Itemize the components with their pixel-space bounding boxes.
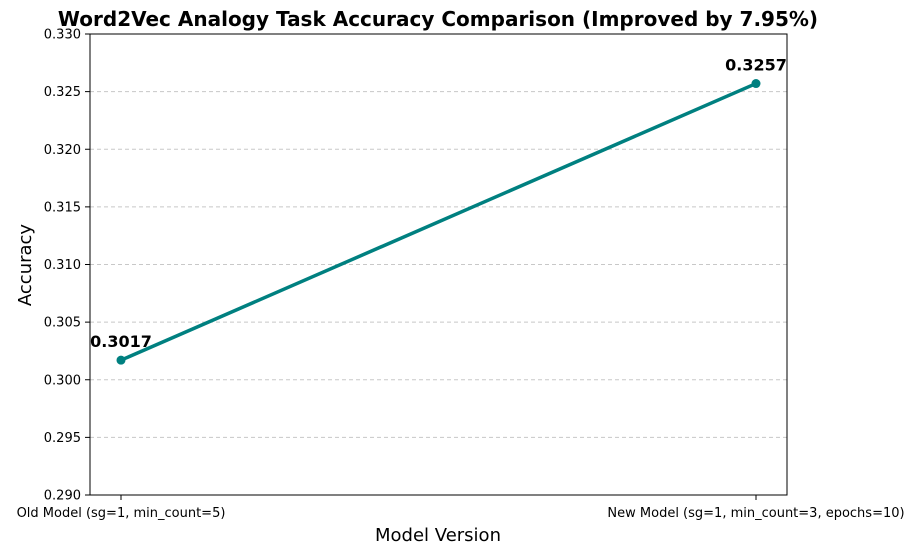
y-tick-label: 0.310 xyxy=(44,258,81,273)
series-layer: 0.3017 0.3257 xyxy=(90,56,787,365)
y-tick-label: 0.290 xyxy=(44,489,81,504)
y-tick-label: 0.325 xyxy=(44,85,81,100)
y-tick-label: 0.330 xyxy=(44,28,81,43)
data-point xyxy=(751,79,761,89)
y-tick-label: 0.315 xyxy=(44,200,81,215)
y-tick-label: 0.295 xyxy=(44,431,81,446)
y-tick-label: 0.300 xyxy=(44,373,81,388)
y-axis-ticks: 0.290 0.295 0.300 0.305 0.310 0.315 0.320 0.325… xyxy=(44,28,90,504)
chart-title: Word2Vec Analogy Task Accuracy Compariso… xyxy=(58,7,818,31)
plot-frame xyxy=(89,33,788,496)
grid-layer xyxy=(90,91,787,438)
x-axis-label: Model Version xyxy=(375,525,501,546)
data-label: 0.3257 xyxy=(725,56,787,75)
x-tick-label: New Model (sg=1, min_count=3, epochs=10) xyxy=(607,506,904,521)
series-line xyxy=(119,81,758,362)
x-tick-label: Old Model (sg=1, min_count=5) xyxy=(17,506,226,521)
y-axis-label: Accuracy xyxy=(15,224,36,307)
y-tick-label: 0.305 xyxy=(44,316,81,331)
data-point xyxy=(116,355,126,365)
data-label: 0.3017 xyxy=(90,332,152,351)
x-axis-ticks: Old Model (sg=1, min_count=5) New Model (… xyxy=(17,495,905,521)
y-tick-label: 0.320 xyxy=(44,143,81,158)
